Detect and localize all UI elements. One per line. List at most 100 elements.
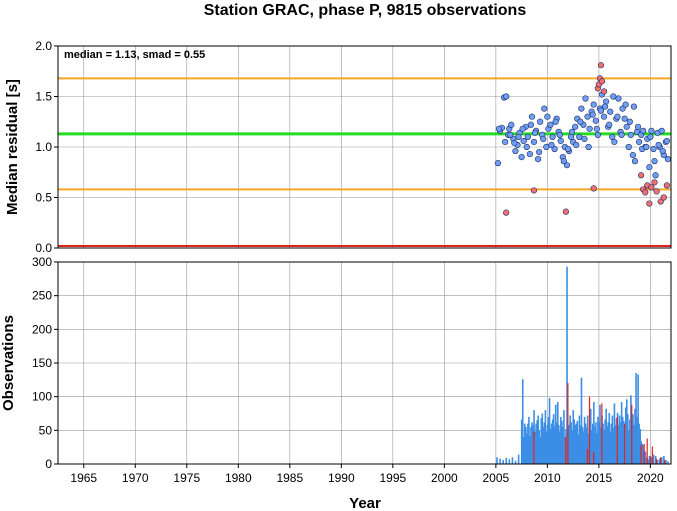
- residual-point: [560, 158, 567, 165]
- observation-bar: [582, 431, 585, 464]
- outlier-point: [597, 62, 605, 69]
- residual-point: [648, 127, 655, 134]
- outlier-point: [653, 188, 660, 195]
- observation-bar: [549, 428, 552, 464]
- rejected-observation-bar: [646, 438, 648, 464]
- observation-bar: [667, 461, 669, 464]
- observation-bar: [558, 424, 560, 464]
- residual-point: [511, 139, 518, 147]
- observation-bar: [648, 455, 651, 464]
- residual-point: [650, 145, 657, 153]
- observation-bar: [592, 423, 594, 464]
- residual-point: [519, 125, 526, 132]
- year-tick-label: 1985: [276, 471, 303, 485]
- observation-bar: [527, 423, 529, 464]
- observation-bar: [581, 426, 584, 464]
- residual-point: [614, 113, 621, 120]
- rejected-observation-bar: [640, 445, 642, 464]
- observation-bar: [586, 415, 589, 464]
- observation-bar: [573, 419, 576, 464]
- observation-bar: [550, 423, 553, 464]
- observation-bar: [644, 451, 647, 464]
- residual-point: [586, 125, 593, 132]
- observation-bar: [574, 424, 577, 464]
- residual-point: [615, 95, 622, 102]
- observation-bar: [654, 455, 657, 464]
- residual-point: [619, 105, 626, 112]
- residual-point: [592, 117, 599, 124]
- outlier-point: [651, 179, 658, 186]
- residual-point: [526, 150, 533, 158]
- residual-point: [663, 137, 670, 145]
- observations-y-tick-label: 200: [32, 322, 52, 336]
- observation-bar: [499, 458, 501, 464]
- residual-point: [607, 108, 614, 115]
- residual-point: [647, 133, 654, 140]
- outlier-point: [663, 182, 670, 189]
- residual-point: [502, 138, 509, 146]
- residual-point: [547, 121, 554, 128]
- residual-y-tick-label: 1.5: [35, 90, 52, 104]
- observation-bar: [636, 416, 638, 464]
- observation-bar: [531, 422, 533, 464]
- residual-point: [655, 141, 662, 149]
- residual-point: [601, 103, 609, 110]
- residual-point: [548, 141, 555, 149]
- outlier-point: [646, 200, 653, 207]
- residual-point: [582, 95, 589, 102]
- observation-bar: [577, 434, 580, 464]
- rejected-observation-bar: [659, 457, 662, 464]
- observation-bar: [551, 419, 554, 464]
- residual-point: [652, 172, 659, 179]
- residual-point: [512, 147, 519, 155]
- residual-reference-lines: [58, 77, 671, 247]
- observation-bar: [641, 443, 644, 464]
- observation-bar: [627, 414, 629, 464]
- observation-bar: [633, 424, 635, 464]
- observation-bar: [554, 404, 557, 464]
- observations-y-tick-label: 150: [32, 356, 52, 370]
- residual-point: [606, 121, 613, 128]
- residual-point: [577, 118, 584, 125]
- residual-point: [581, 135, 588, 143]
- residual-point: [589, 111, 596, 118]
- residual-y-ticks: 0.0 0.5 1.0 1.5 2.0: [35, 39, 58, 255]
- observation-bar: [602, 423, 604, 464]
- residual-point: [625, 143, 632, 151]
- rejected-observation-bar: [655, 458, 658, 464]
- residual-point: [635, 138, 643, 146]
- observation-bar: [608, 412, 611, 464]
- observation-bar: [624, 407, 627, 464]
- residual-point: [557, 137, 564, 145]
- observation-bar: [579, 424, 582, 464]
- x-axis-label: Year: [349, 495, 381, 511]
- observation-bar: [645, 457, 648, 464]
- median-smad-annotation: median = 1.13, smad = 0.55: [64, 49, 205, 61]
- residual-point: [621, 115, 628, 122]
- observation-bar: [543, 422, 546, 464]
- residual-point: [664, 156, 672, 163]
- observation-bar: [639, 428, 641, 464]
- observation-bar: [642, 445, 645, 464]
- observation-bar: [568, 424, 570, 464]
- observation-bar: [625, 399, 628, 464]
- observation-bar: [661, 457, 663, 464]
- observation-bar: [541, 413, 544, 464]
- outlier-point: [590, 185, 597, 192]
- rejected-observation-bar: [623, 423, 626, 464]
- observation-bar: [560, 416, 562, 464]
- residual-point: [629, 151, 636, 159]
- observation-bar: [630, 395, 632, 464]
- observation-bar: [547, 416, 550, 464]
- observation-bar: [571, 430, 573, 464]
- residual-point: [503, 93, 510, 100]
- residual-point: [618, 131, 625, 138]
- residual-point: [627, 131, 634, 138]
- residual-point: [585, 143, 592, 151]
- observation-bar: [619, 422, 622, 464]
- observation-bar: [552, 414, 555, 464]
- outlier-point: [562, 208, 570, 215]
- observation-bar: [656, 459, 659, 464]
- observation-bar: [502, 459, 504, 464]
